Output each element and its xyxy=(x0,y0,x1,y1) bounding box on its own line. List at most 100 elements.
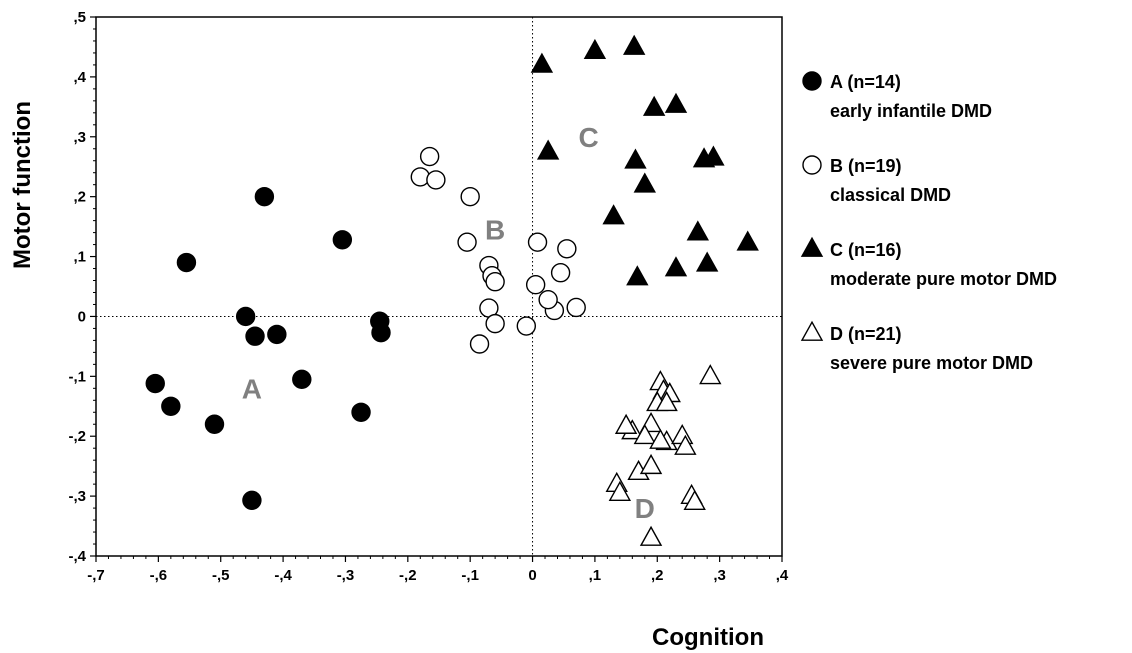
cluster-label-a: A xyxy=(242,373,262,404)
y-tick-label: -,3 xyxy=(68,488,86,505)
point-c xyxy=(633,172,656,193)
axes: -,7 -,6 -,5 -,4 -,3 -,2 -,1 0 ,1 ,2 ,3 ,4 ,5 ,4 ,3 ,2 ,1… xyxy=(68,9,788,584)
reference-lines xyxy=(96,17,782,556)
point-d xyxy=(639,525,663,546)
point-d xyxy=(674,434,697,455)
y-axis-title: Motor function xyxy=(9,101,36,269)
point-a xyxy=(332,230,353,250)
x-tick-label: ,2 xyxy=(651,567,664,584)
point-c xyxy=(536,139,560,160)
point-c xyxy=(695,251,719,272)
legend-item-b: B (n=19) classical DMD xyxy=(802,155,951,205)
legend-description: moderate pure motor DMD xyxy=(830,269,1057,289)
legend-marker xyxy=(800,236,824,257)
legend: A (n=14) early infantile DMD B (n=19) class… xyxy=(800,71,1057,373)
point-d xyxy=(655,391,678,412)
point-c xyxy=(602,204,625,225)
legend-description: severe pure motor DMD xyxy=(830,353,1033,373)
y-tick-label: ,1 xyxy=(73,249,86,266)
y-tick-label: -,2 xyxy=(68,428,86,445)
point-d xyxy=(633,423,656,445)
point-d xyxy=(614,413,638,434)
point-b xyxy=(550,263,571,283)
y-tick-label: ,3 xyxy=(73,129,86,146)
legend-marker xyxy=(800,320,824,341)
data-points xyxy=(145,34,759,546)
point-b xyxy=(525,275,546,295)
point-c xyxy=(664,92,688,113)
point-a xyxy=(254,186,275,207)
point-b xyxy=(485,272,505,292)
point-a xyxy=(242,490,262,511)
cluster-label-b: B xyxy=(485,215,505,246)
y-tick-label: ,4 xyxy=(73,69,86,86)
point-a xyxy=(245,326,265,346)
x-axis-title: Cognition xyxy=(652,624,764,651)
y-tick-label: ,2 xyxy=(73,189,86,206)
y-tick-label: -,4 xyxy=(68,548,86,565)
x-tick-label: -,5 xyxy=(212,567,230,584)
series-d xyxy=(605,364,722,546)
x-tick-label: ,1 xyxy=(589,567,602,584)
series-b xyxy=(410,146,586,354)
point-c xyxy=(702,145,725,166)
legend-name: B (n=19) xyxy=(830,156,902,176)
point-b xyxy=(460,186,480,207)
point-a xyxy=(145,373,165,394)
legend-description: early infantile DMD xyxy=(830,101,992,121)
legend-name: D (n=21) xyxy=(830,324,902,344)
point-d xyxy=(608,480,632,502)
point-c xyxy=(624,148,647,169)
y-tick-label: ,5 xyxy=(73,9,86,26)
legend-marker xyxy=(802,71,822,91)
point-b xyxy=(426,170,446,190)
legend-marker xyxy=(802,155,822,175)
y-tick-label: 0 xyxy=(78,308,86,325)
point-d xyxy=(699,364,722,385)
legend-item-d: D (n=21) severe pure motor DMD xyxy=(800,320,1033,373)
legend-description: classical DMD xyxy=(830,185,951,205)
point-a xyxy=(235,306,256,327)
point-b xyxy=(410,167,430,187)
point-b xyxy=(485,313,505,334)
point-c xyxy=(626,265,649,286)
point-a xyxy=(204,414,225,434)
legend-item-c: C (n=16) moderate pure motor DMD xyxy=(800,236,1057,289)
point-b xyxy=(557,239,577,259)
point-c xyxy=(642,95,666,116)
x-tick-label: -,4 xyxy=(274,567,292,584)
plot-frame xyxy=(95,16,783,557)
point-b xyxy=(419,146,440,167)
x-tick-label: -,7 xyxy=(87,567,105,584)
point-c xyxy=(530,52,554,73)
cluster-label-d: D xyxy=(635,493,655,524)
series-a xyxy=(145,186,391,511)
point-a xyxy=(267,324,287,345)
y-tick-label: -,1 xyxy=(68,368,86,385)
x-tick-label: -,2 xyxy=(399,567,417,584)
point-b xyxy=(457,232,477,252)
legend-name: A (n=14) xyxy=(830,72,901,92)
x-tick-label: 0 xyxy=(528,567,536,584)
point-a xyxy=(292,369,312,390)
point-c xyxy=(736,230,759,251)
point-d xyxy=(649,428,672,449)
point-b xyxy=(516,316,537,336)
point-c xyxy=(664,256,688,277)
x-tick-label: ,4 xyxy=(776,567,789,584)
x-tick-label: -,3 xyxy=(337,567,355,584)
cluster-label-c: C xyxy=(579,122,599,153)
point-b xyxy=(566,297,586,318)
point-c xyxy=(583,38,607,60)
point-b xyxy=(538,289,558,310)
point-b xyxy=(469,334,490,354)
point-a xyxy=(176,252,197,273)
legend-item-a: A (n=14) early infantile DMD xyxy=(802,71,992,121)
point-a xyxy=(351,402,371,422)
point-b xyxy=(527,232,548,252)
point-d xyxy=(639,453,663,475)
point-c xyxy=(623,34,646,55)
series-c xyxy=(530,34,759,286)
point-a xyxy=(161,396,181,416)
